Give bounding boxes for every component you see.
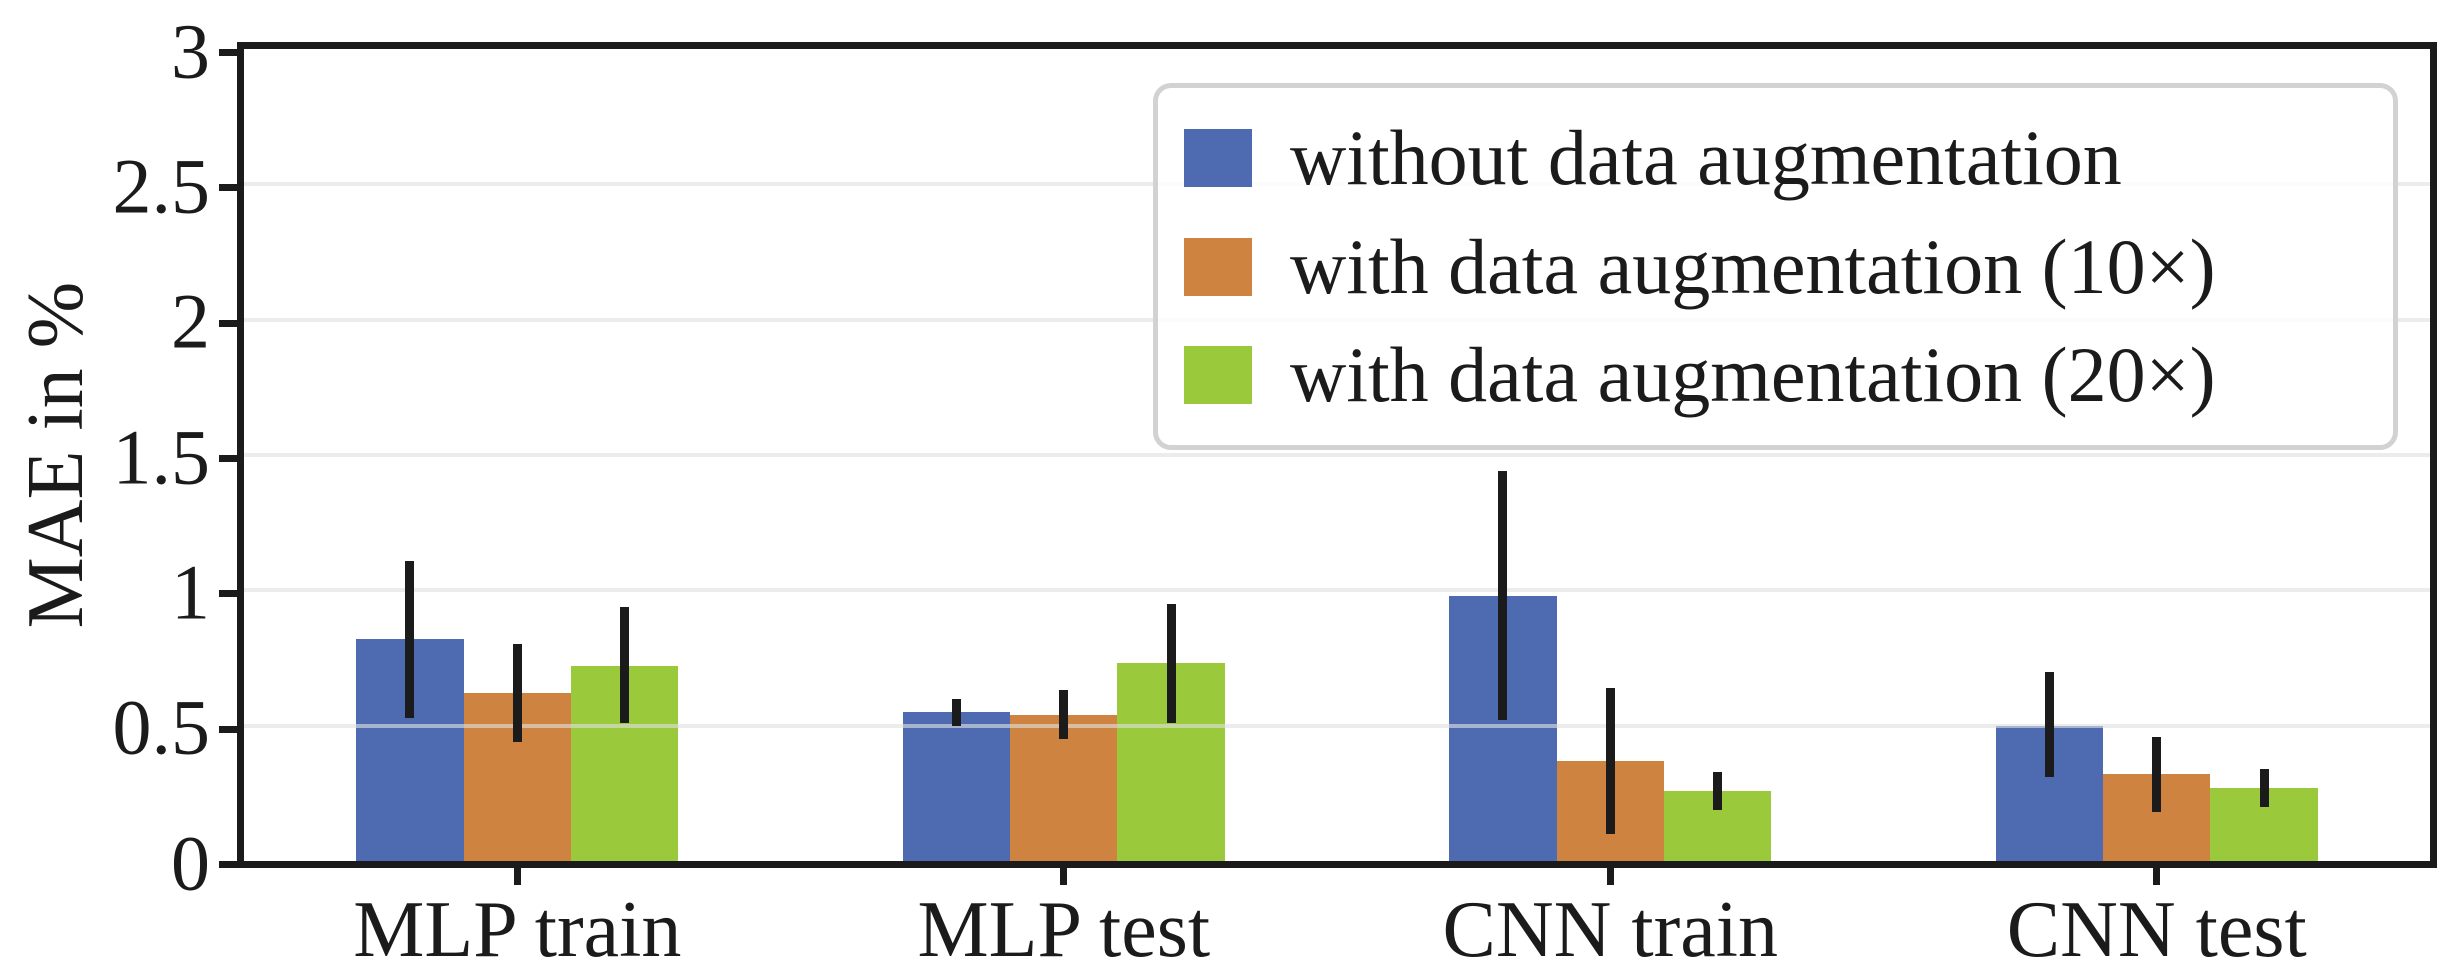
legend-swatch bbox=[1184, 128, 1252, 187]
gridline bbox=[244, 588, 2430, 593]
legend-item: without data augmentation bbox=[1158, 113, 2393, 201]
error-bar bbox=[2044, 671, 2054, 778]
gridline bbox=[244, 453, 2430, 457]
x-tick-mark bbox=[1060, 868, 1068, 885]
error-bar bbox=[2152, 736, 2162, 813]
y-tick-label: 2.5 bbox=[112, 142, 211, 230]
error-bars-layer bbox=[244, 49, 2430, 861]
legend: without data augmentation with data augme… bbox=[1153, 83, 2398, 450]
x-tick-mark bbox=[1606, 868, 1614, 885]
gridline bbox=[244, 723, 2430, 728]
error-bar bbox=[1605, 687, 1615, 834]
y-tick-label: 1.5 bbox=[112, 412, 211, 500]
error-bar bbox=[512, 644, 522, 742]
y-tick-mark bbox=[219, 319, 237, 327]
bar-mlp-test-s1 bbox=[1010, 714, 1118, 861]
error-bar bbox=[1166, 603, 1176, 723]
x-tick-mark bbox=[2153, 868, 2161, 885]
legend-label: with data augmentation (20×) bbox=[1290, 331, 2216, 419]
error-bar bbox=[1498, 471, 1508, 721]
legend-label: without data augmentation bbox=[1290, 113, 2122, 201]
error-bar bbox=[405, 560, 415, 718]
y-tick-mark bbox=[219, 590, 237, 598]
y-tick-mark bbox=[219, 184, 237, 192]
error-bar bbox=[620, 606, 630, 723]
legend-swatch bbox=[1184, 346, 1252, 405]
error-bar bbox=[1713, 771, 1723, 810]
legend-swatch bbox=[1184, 237, 1252, 296]
x-tick-mark bbox=[513, 868, 521, 885]
x-tick-label: CNN test bbox=[2006, 886, 2307, 974]
y-tick-mark bbox=[219, 861, 237, 868]
legend-item: with data augmentation (10×) bbox=[1158, 222, 2393, 310]
y-tick-label: 2 bbox=[171, 277, 210, 365]
y-tick-label: 0 bbox=[171, 818, 210, 906]
legend-label: with data augmentation (10×) bbox=[1290, 222, 2216, 310]
y-tick-label: 0.5 bbox=[112, 683, 211, 771]
y-tick-mark bbox=[219, 455, 237, 462]
y-tick-label: 3 bbox=[171, 6, 210, 94]
y-tick-mark bbox=[219, 725, 237, 733]
y-tick-mark bbox=[219, 49, 237, 56]
bar-mlp-test-s0 bbox=[902, 712, 1010, 861]
x-tick-label: MLP test bbox=[917, 886, 1211, 974]
x-tick-label: MLP train bbox=[353, 886, 682, 974]
legend-item: with data augmentation (20×) bbox=[1158, 336, 2393, 414]
error-bar bbox=[951, 698, 961, 726]
x-tick-label: CNN train bbox=[1442, 886, 1779, 974]
error-bar bbox=[2259, 768, 2269, 807]
y-tick-label: 1 bbox=[171, 548, 210, 636]
error-bar bbox=[1059, 690, 1069, 740]
